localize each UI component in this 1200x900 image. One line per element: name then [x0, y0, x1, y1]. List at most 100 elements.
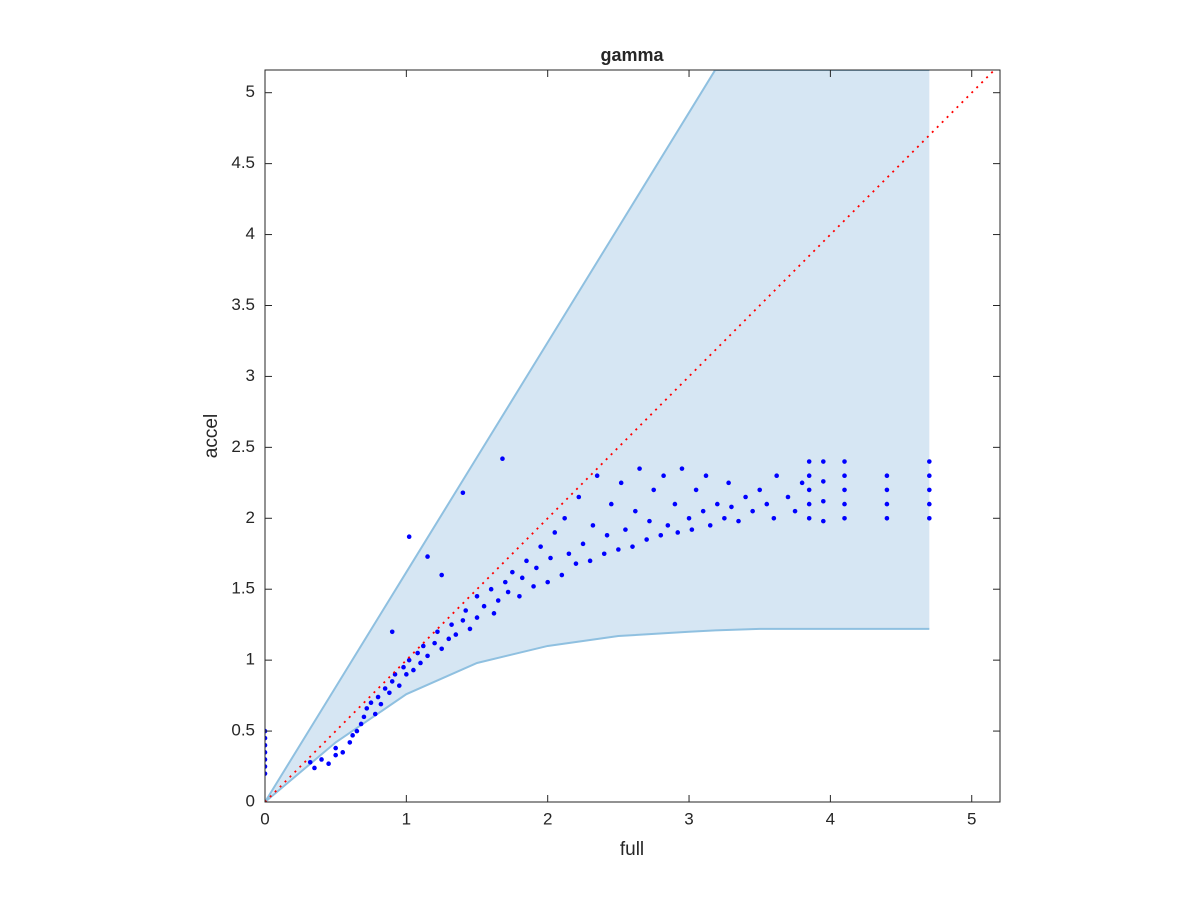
scatter-point [406, 657, 412, 663]
scatter-point [389, 629, 395, 635]
scatter-point [265, 750, 268, 755]
scatter-point [722, 515, 727, 521]
scatter-point [319, 757, 324, 762]
scatter-point [502, 579, 508, 585]
scatter-point [573, 561, 579, 566]
scatter-point [545, 579, 550, 585]
scatter-point [460, 618, 466, 623]
scatter-point [580, 541, 586, 547]
scatter-point [689, 527, 695, 532]
scatter-point [406, 534, 412, 540]
scatter-point [884, 487, 890, 493]
scatter-point [354, 728, 360, 734]
scatter-point [633, 508, 638, 514]
scatter-point [686, 515, 692, 521]
scatter-point [587, 558, 593, 564]
y-tick-label: 0 [246, 791, 255, 810]
scatter-point [771, 515, 777, 521]
scatter-point [842, 459, 847, 464]
scatter-point [679, 466, 685, 471]
scatter-point [806, 459, 812, 464]
scatter-point [396, 683, 402, 688]
scatter-point [432, 640, 437, 646]
x-tick-label: 4 [826, 809, 835, 828]
scatter-point [453, 632, 459, 637]
scatter-point [792, 508, 798, 514]
scatter-point [491, 611, 497, 616]
y-tick-label: 2 [246, 508, 255, 527]
scatter-point [623, 527, 628, 532]
scatter-point [842, 501, 847, 507]
scatter-point [736, 518, 741, 524]
scatter-point [382, 686, 388, 691]
scatter-point [361, 714, 367, 720]
scatter-point [439, 646, 444, 652]
scatter-point [449, 622, 454, 627]
scatter-point [665, 523, 671, 528]
scatter-point [672, 501, 678, 507]
scatter-point [590, 523, 596, 528]
scatter-point [375, 694, 381, 700]
scatter-point [488, 586, 494, 592]
scatter-point [333, 745, 338, 751]
scatter-point [927, 473, 932, 479]
scatter-point [842, 473, 847, 479]
scatter-point [842, 515, 847, 521]
scatter-point [729, 504, 734, 510]
scatter-point [566, 551, 572, 557]
scatter-point [604, 533, 610, 538]
scatter-point [552, 530, 558, 535]
scatter-point [806, 515, 812, 521]
scatter-point [467, 626, 473, 632]
scatter-point [387, 690, 392, 696]
scatter-point [548, 555, 553, 561]
scatter-point [651, 487, 657, 493]
scatter-point [707, 523, 713, 528]
y-tick-label: 5 [246, 82, 255, 101]
scatter-point [774, 473, 779, 479]
band-upper-edge [265, 70, 930, 802]
scatter-point [347, 740, 353, 745]
scatter-point [531, 584, 536, 589]
scatter-point [700, 508, 706, 514]
scatter-point [404, 672, 409, 677]
scatter-point [647, 518, 652, 524]
y-axis-label: accel [201, 414, 222, 458]
y-tick-label: 1 [246, 650, 255, 669]
scatter-point [340, 750, 346, 755]
scatter-point [757, 487, 763, 493]
scatter-point [265, 757, 268, 762]
scatter-point [658, 533, 664, 538]
scatter-point [726, 480, 731, 486]
scatter-point [884, 501, 890, 507]
scatter-point [519, 575, 525, 581]
chart-title: gamma [600, 45, 664, 65]
scatter-point [421, 643, 426, 649]
scatter-point [559, 572, 565, 578]
scatter-point [644, 537, 649, 542]
scatter-point [562, 515, 567, 521]
x-tick-label: 1 [402, 809, 411, 828]
y-tick-label: 3.5 [231, 295, 255, 314]
scatter-point [495, 598, 501, 603]
scatter-point [661, 473, 666, 479]
scatter-point [326, 761, 331, 766]
scatter-point [265, 771, 268, 776]
scatter-point [693, 487, 699, 493]
scatter-point [594, 473, 600, 479]
plot-area [265, 70, 996, 802]
x-tick-label: 5 [967, 809, 976, 828]
scatter-point [534, 565, 539, 571]
scatter-point [435, 629, 440, 635]
x-tick-label: 3 [684, 809, 693, 828]
y-tick-label: 4.5 [231, 153, 255, 172]
scatter-point [474, 615, 480, 620]
x-tick-label: 0 [260, 809, 269, 828]
scatter-point [637, 466, 642, 471]
scatter-point [481, 603, 487, 609]
scatter-point [750, 508, 755, 514]
scatter-point [764, 501, 770, 507]
scatter-point [538, 544, 543, 549]
y-tick-label: 4 [246, 224, 255, 243]
scatter-point [500, 456, 505, 461]
